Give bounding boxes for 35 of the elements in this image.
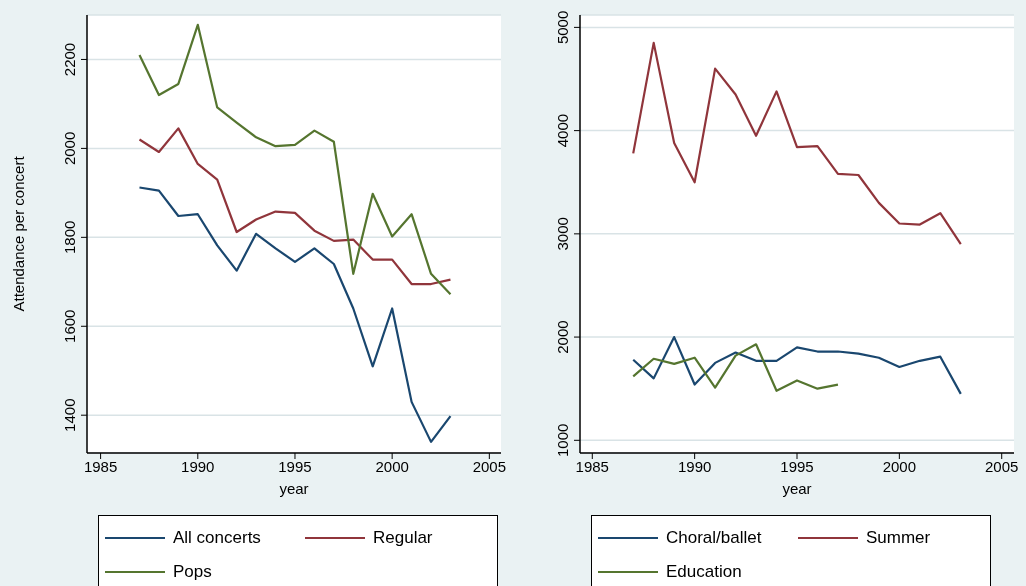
x-tick-label: 1990 bbox=[181, 457, 215, 475]
x-tick-label: 2005 bbox=[985, 457, 1019, 475]
legend-label: Summer bbox=[866, 528, 931, 548]
y-tick-label: 1600 bbox=[61, 309, 78, 343]
line-series bbox=[138, 23, 452, 296]
line-series bbox=[138, 127, 452, 286]
y-tick-label: 2000 bbox=[61, 131, 78, 166]
y-tick-label: 2000 bbox=[554, 320, 571, 354]
x-axis-title: year bbox=[279, 480, 309, 497]
y-tick-label: 1800 bbox=[61, 220, 78, 255]
legend-label: Regular bbox=[373, 528, 433, 548]
legend-label: Education bbox=[666, 562, 742, 582]
line-series bbox=[632, 335, 962, 395]
y-axis-title: Attendance per concert bbox=[10, 155, 28, 312]
line-series bbox=[138, 186, 452, 443]
x-tick-label: 1995 bbox=[278, 457, 312, 475]
line-series bbox=[632, 343, 840, 392]
y-tick-label: 1000 bbox=[554, 423, 571, 457]
x-tick-label: 1985 bbox=[575, 457, 609, 475]
legend-label: Pops bbox=[173, 562, 212, 582]
x-axis-title: year bbox=[782, 480, 812, 497]
legend-label: Choral/ballet bbox=[666, 528, 762, 548]
y-tick-label: 1400 bbox=[61, 398, 78, 432]
x-tick-label: 1990 bbox=[677, 457, 712, 475]
line-series bbox=[632, 41, 962, 246]
y-tick-label: 5000 bbox=[554, 10, 571, 45]
y-tick-label: 4000 bbox=[554, 113, 571, 148]
x-tick-label: 1985 bbox=[83, 457, 118, 475]
x-tick-label: 2005 bbox=[472, 457, 507, 475]
x-tick-label: 2000 bbox=[882, 457, 917, 475]
y-tick-label: 2200 bbox=[61, 42, 78, 77]
y-tick-label: 3000 bbox=[554, 217, 571, 251]
legend-label: All concerts bbox=[173, 528, 261, 548]
x-tick-label: 2000 bbox=[375, 457, 409, 475]
x-tick-label: 1995 bbox=[780, 457, 814, 475]
